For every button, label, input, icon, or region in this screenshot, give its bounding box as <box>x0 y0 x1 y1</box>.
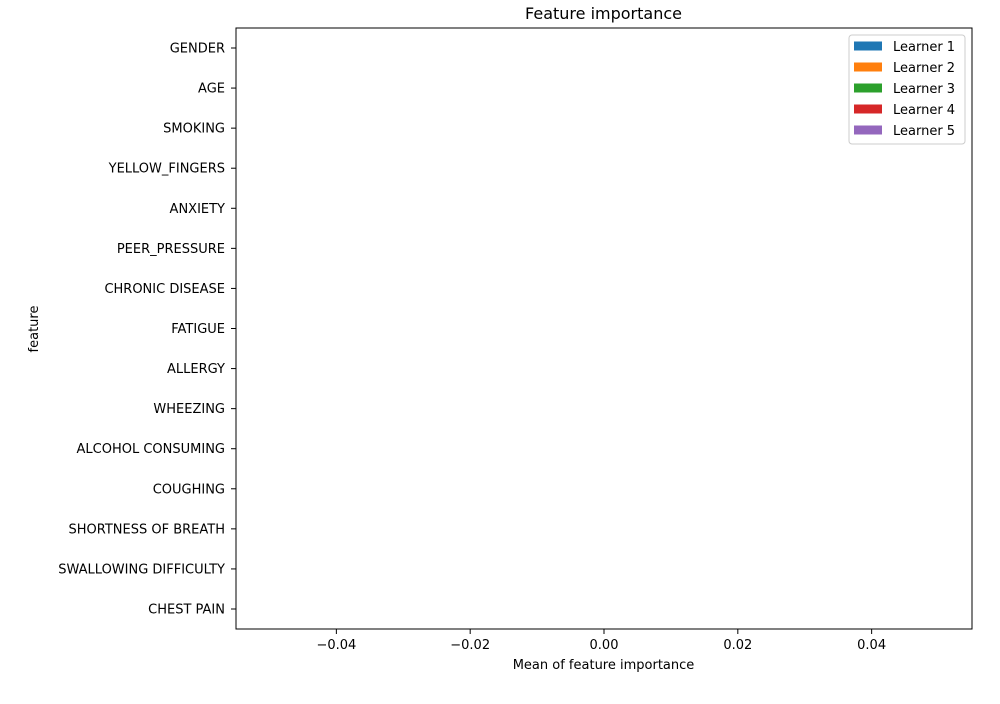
y-tick-label: GENDER <box>170 42 225 57</box>
legend-swatch <box>854 83 882 93</box>
legend-swatch <box>854 125 882 135</box>
x-tick-label: −0.04 <box>316 638 356 653</box>
y-tick-label: PEER_PRESSURE <box>117 242 225 257</box>
x-tick-label: 0.00 <box>590 638 619 653</box>
x-tick-label: −0.02 <box>450 638 490 653</box>
y-tick-label: AGE <box>198 82 225 97</box>
y-axis: GENDER AGE SMOKING YELLOW_FINGERS ANXIETY PEE… <box>58 42 236 618</box>
x-tick-label: 0.04 <box>857 638 886 653</box>
legend-label: Learner 2 <box>893 61 955 76</box>
y-tick-label: SMOKING <box>163 122 225 137</box>
legend-label: Learner 3 <box>893 82 955 97</box>
legend-frame <box>848 34 966 145</box>
legend-swatch <box>854 104 882 114</box>
x-axis-label: Mean of feature importance <box>513 658 695 673</box>
y-axis-label: feature <box>27 306 42 353</box>
y-tick-label: ALLERGY <box>167 362 225 377</box>
y-tick-label: COUGHING <box>153 482 225 497</box>
y-tick-label: ALCOHOL CONSUMING <box>77 442 225 457</box>
legend-label: Learner 5 <box>893 124 955 139</box>
y-tick-label: CHRONIC DISEASE <box>104 282 225 297</box>
y-tick-label: CHEST PAIN <box>148 603 225 618</box>
legend-swatch <box>854 62 882 72</box>
legend: Learner 1 Learner 2 Learner 3 Learner 4 Lear… <box>848 34 966 145</box>
y-tick-label: SHORTNESS OF BREATH <box>69 522 225 537</box>
x-axis: −0.04 −0.02 0.00 0.02 0.04 <box>316 629 886 653</box>
legend-swatch <box>854 41 882 51</box>
y-tick-label: FATIGUE <box>171 322 225 337</box>
y-tick-label: ANXIETY <box>170 202 226 217</box>
x-tick-label: 0.02 <box>723 638 752 653</box>
y-tick-label: WHEEZING <box>153 402 225 417</box>
chart-title: Feature importance <box>525 4 682 23</box>
legend-label: Learner 1 <box>893 40 955 55</box>
y-tick-label: YELLOW_FINGERS <box>108 162 225 177</box>
legend-label: Learner 4 <box>893 103 955 118</box>
y-tick-label: SWALLOWING DIFFICULTY <box>58 562 225 577</box>
